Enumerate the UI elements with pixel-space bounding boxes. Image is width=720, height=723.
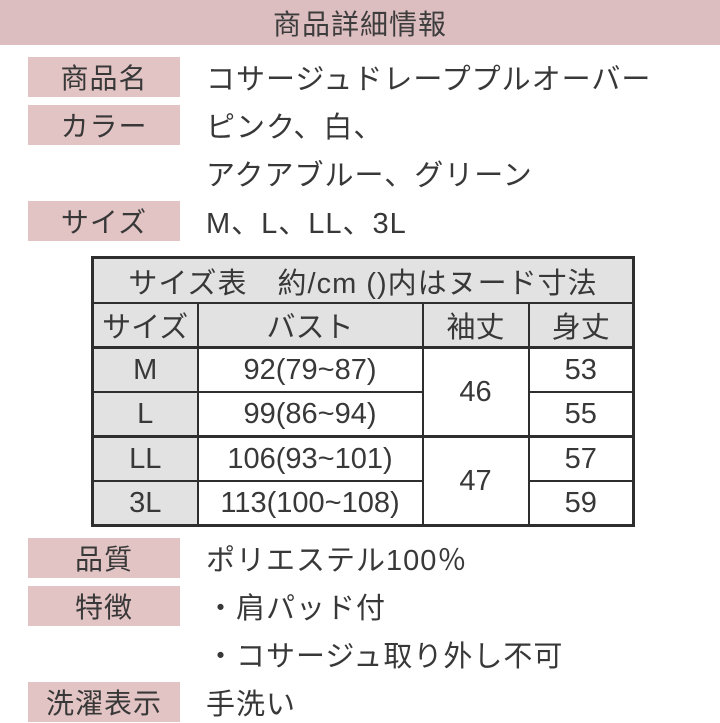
bust-cell: 99(86~94) — [196, 391, 424, 438]
detail-row-quality: 品質 ポリエステル100％ — [28, 538, 720, 578]
length-cell: 53 — [527, 346, 635, 393]
sleeve-cell-merged: 47 — [421, 435, 530, 526]
color-value-line2: アクアブルー、グリーン — [206, 160, 533, 192]
page-title: 商品詳細情報 — [272, 8, 447, 40]
size-cell: 3L — [91, 480, 199, 527]
info-row-color-continued: アクアブルー、グリーン — [28, 153, 720, 193]
features-label: 特徴 — [28, 586, 180, 626]
bust-cell: 113(100~108) — [196, 480, 424, 527]
washing-value: 手洗い — [206, 689, 297, 721]
table-row-m: M 92(79~87) 46 53 — [91, 346, 635, 437]
info-row-product-name: 商品名 コサージュドレーププルオーバー — [28, 57, 720, 97]
size-value: M、L、LL、3L — [206, 208, 407, 240]
size-cell: L — [91, 391, 199, 438]
washing-label: 洗濯表示 — [28, 682, 180, 722]
length-cell: 59 — [527, 480, 635, 527]
table-row-3l: 3L 113(100~108) 59 — [91, 480, 635, 527]
bust-cell: 106(93~101) — [196, 435, 424, 482]
product-name-value: コサージュドレーププルオーバー — [206, 64, 652, 96]
features-value-line1: ・肩パッド付 — [206, 593, 387, 625]
column-header-size: サイズ — [91, 302, 199, 349]
column-header-length: 身丈 — [527, 302, 635, 349]
bust-cell: 92(79~87) — [196, 346, 424, 393]
size-table: サイズ表 約/cm ()内はヌード寸法 サイズ バスト 袖丈 身丈 M 92(7… — [91, 256, 636, 527]
color-label: カラー — [28, 105, 180, 145]
column-header-sleeve: 袖丈 — [421, 302, 530, 349]
size-label: サイズ — [28, 201, 180, 241]
detail-row-features-continued: ・コサージュ取り外し不可 — [28, 634, 720, 674]
column-header-bust: バスト — [196, 302, 424, 349]
size-cell: LL — [91, 435, 199, 482]
info-row-color: カラー ピンク、白、 — [28, 105, 720, 145]
table-row-l: L 99(86~94) 55 — [91, 391, 635, 438]
detail-row-features: 特徴 ・肩パッド付 — [28, 586, 720, 626]
length-cell: 55 — [527, 391, 635, 438]
features-value-line2: ・コサージュ取り外し不可 — [206, 641, 564, 673]
quality-label: 品質 — [28, 538, 180, 578]
page-title-bar: 商品詳細情報 — [0, 0, 720, 45]
color-value-line1: ピンク、白、 — [206, 112, 384, 144]
table-row-ll: LL 106(93~101) 47 57 — [91, 435, 635, 526]
product-name-label: 商品名 — [28, 57, 180, 97]
sleeve-cell-merged: 46 — [421, 346, 530, 437]
size-cell: M — [91, 346, 199, 393]
size-table-header-row: サイズ バスト 袖丈 身丈 — [91, 302, 635, 349]
size-table-title-row: サイズ表 約/cm ()内はヌード寸法 — [91, 256, 635, 304]
quality-value: ポリエステル100％ — [206, 545, 468, 577]
size-table-wrap: サイズ表 約/cm ()内はヌード寸法 サイズ バスト 袖丈 身丈 M 92(7… — [91, 256, 720, 527]
detail-row-washing: 洗濯表示 手洗い — [28, 682, 720, 722]
size-table-title: サイズ表 約/cm ()内はヌード寸法 — [91, 256, 635, 304]
info-row-size: サイズ M、L、LL、3L — [28, 201, 720, 241]
length-cell: 57 — [527, 435, 635, 482]
